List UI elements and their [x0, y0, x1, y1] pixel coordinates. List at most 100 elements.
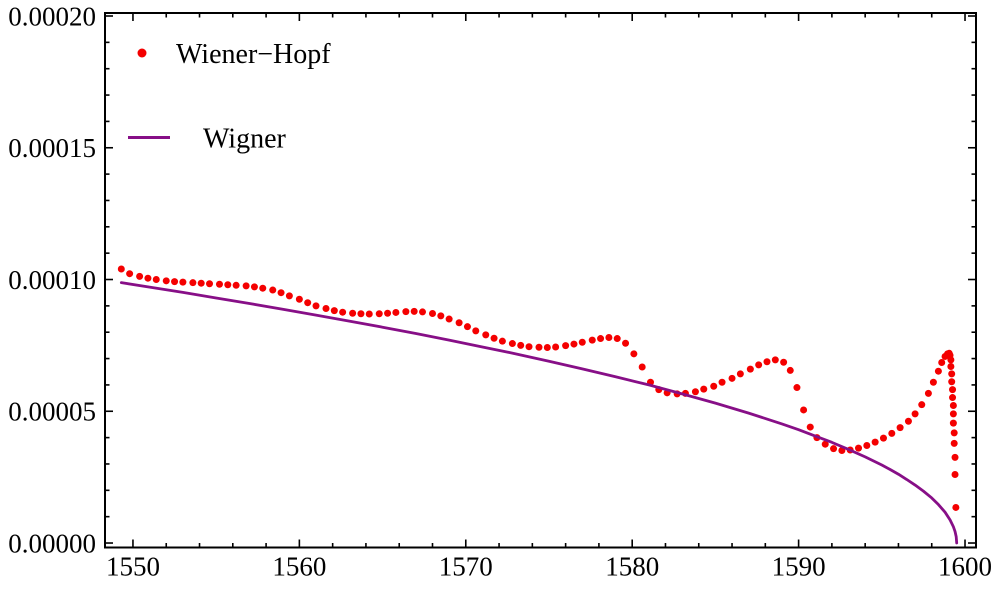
y-axis-tick-label: 0.00015 — [8, 133, 96, 163]
axis-tick-labels: 1550 1560 1570 1580 1590 1600 0.00000 0.00005 0.… — [8, 1, 992, 581]
data-point — [888, 429, 896, 437]
data-point — [588, 336, 596, 344]
data-point — [871, 438, 879, 446]
data-point — [630, 350, 638, 358]
data-point — [535, 343, 543, 351]
data-point — [429, 310, 436, 317]
data-point — [349, 309, 357, 317]
data-point — [437, 312, 445, 320]
data-point — [463, 323, 471, 331]
data-point — [948, 378, 956, 386]
data-point — [949, 386, 957, 394]
data-point — [948, 370, 956, 378]
data-point — [552, 343, 560, 351]
data-point — [189, 279, 197, 287]
x-axis-tick-label: 1550 — [106, 552, 160, 582]
data-point — [330, 307, 338, 315]
legend-marker-dot — [137, 48, 147, 58]
data-point — [570, 340, 578, 348]
data-point — [312, 302, 320, 310]
x-axis-tick-label: 1590 — [772, 552, 826, 582]
y-axis-tick-label: 0.00020 — [8, 1, 96, 31]
x-axis-tick-label: 1560 — [272, 552, 326, 582]
data-point — [472, 327, 480, 335]
data-point — [162, 277, 170, 285]
data-point — [508, 340, 516, 348]
data-point — [357, 310, 365, 318]
legend-label: Wigner — [203, 123, 287, 154]
data-point — [277, 289, 285, 297]
data-point — [800, 406, 808, 414]
data-point — [250, 283, 258, 291]
data-point — [605, 333, 613, 341]
data-point — [904, 417, 912, 425]
data-point — [482, 331, 490, 339]
series-wigner-line — [119, 281, 959, 545]
data-point — [224, 281, 232, 289]
data-point — [613, 335, 621, 343]
data-point — [384, 309, 392, 317]
data-point — [793, 384, 801, 392]
data-point — [136, 272, 144, 280]
data-point — [746, 365, 754, 373]
data-point — [117, 265, 125, 273]
x-axis-tick-label: 1570 — [439, 552, 493, 582]
data-point — [232, 281, 240, 289]
legend: Wiener−Hopf Wigner — [128, 39, 331, 154]
axis-ticks — [105, 13, 976, 548]
data-point — [924, 389, 932, 397]
data-point — [863, 442, 871, 450]
legend-label: Wiener−Hopf — [176, 39, 331, 70]
data-point — [242, 282, 250, 290]
series-wiener-hopf-points — [117, 265, 960, 511]
data-point — [638, 363, 646, 371]
data-point — [144, 274, 152, 282]
data-point — [445, 315, 453, 323]
data-point — [755, 361, 763, 369]
data-point — [911, 410, 919, 418]
data-point — [365, 310, 373, 318]
data-point — [126, 270, 134, 278]
data-point — [691, 388, 699, 396]
data-point — [780, 358, 788, 366]
data-point — [517, 341, 525, 349]
data-point — [322, 305, 330, 312]
data-point — [455, 319, 463, 327]
data-point — [179, 278, 187, 286]
data-point — [710, 382, 718, 390]
data-point — [700, 385, 708, 393]
data-point — [597, 335, 605, 343]
data-point — [806, 423, 814, 431]
data-point — [392, 308, 400, 316]
data-point — [763, 358, 771, 366]
data-point — [152, 276, 160, 284]
data-point — [949, 394, 957, 402]
data-point — [736, 370, 744, 378]
data-point — [304, 299, 312, 307]
data-point — [206, 280, 214, 288]
data-point — [830, 445, 838, 453]
data-point — [269, 286, 277, 294]
data-point — [855, 444, 863, 452]
data-point — [821, 440, 829, 448]
data-point — [947, 362, 955, 370]
data-point — [295, 295, 303, 303]
data-point — [918, 401, 926, 409]
data-point — [197, 279, 205, 287]
data-point — [543, 344, 551, 351]
data-point — [896, 424, 904, 432]
data-point — [934, 367, 942, 375]
data-point — [950, 439, 958, 447]
data-point — [938, 359, 946, 367]
data-point — [525, 343, 533, 351]
data-point — [949, 410, 957, 418]
y-axis-tick-label: 0.00010 — [8, 265, 96, 295]
data-point — [375, 310, 383, 318]
data-point — [950, 429, 958, 437]
data-point — [171, 278, 179, 286]
data-point — [949, 419, 957, 427]
data-point — [578, 338, 586, 346]
data-point — [728, 374, 736, 382]
x-axis-tick-label: 1580 — [605, 552, 659, 582]
